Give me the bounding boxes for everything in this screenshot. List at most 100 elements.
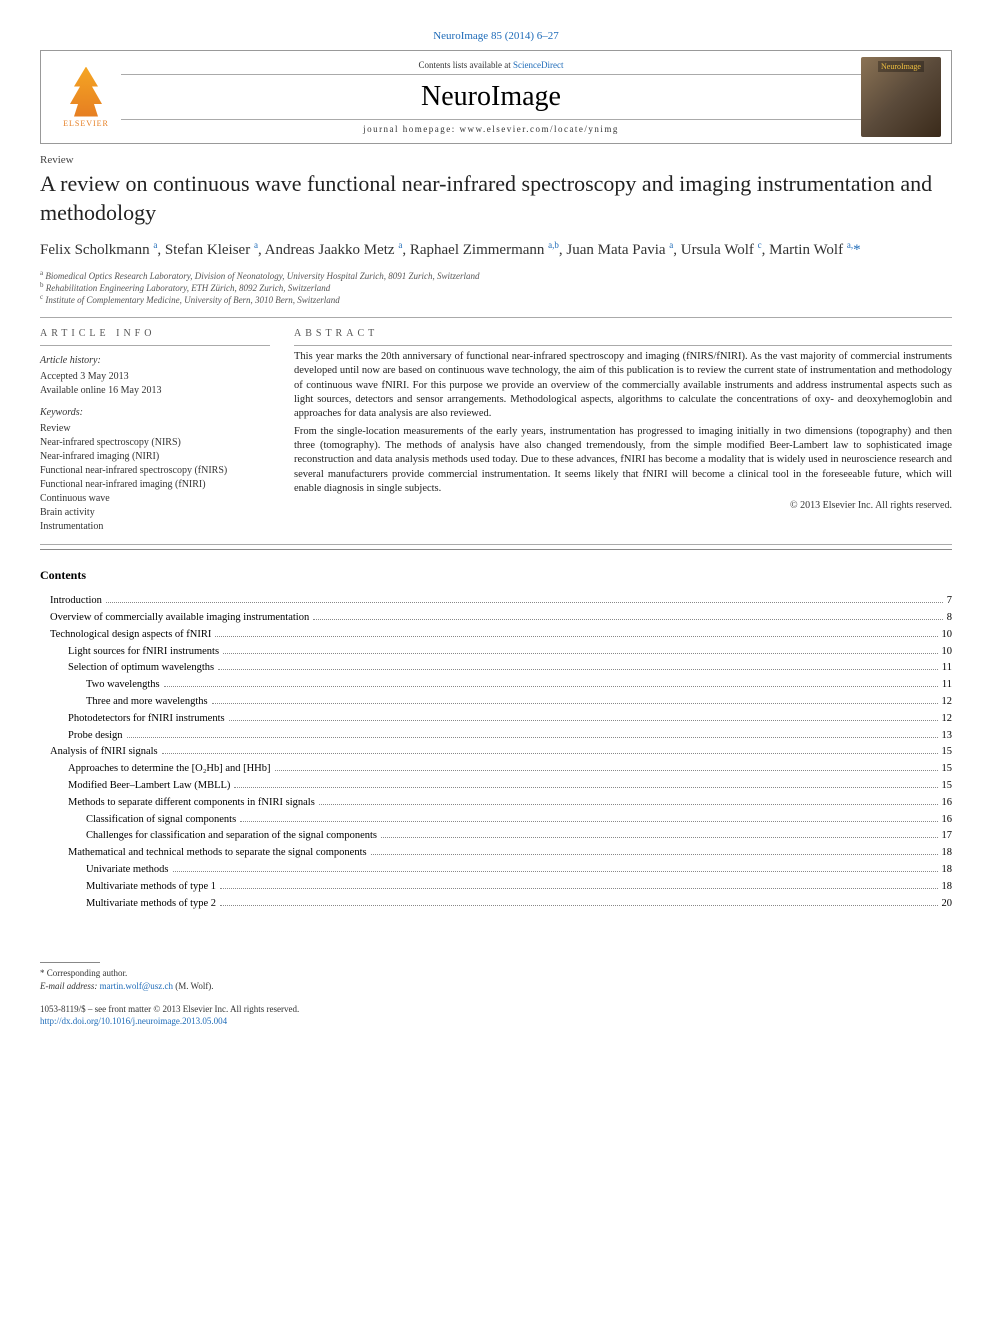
toc-row[interactable]: Multivariate methods of type 118 [40, 879, 952, 896]
toc-row[interactable]: Introduction7 [40, 593, 952, 610]
sciencedirect-link[interactable]: ScienceDirect [513, 60, 563, 70]
article-info-block: Article history: Accepted 3 May 2013 Ava… [40, 354, 270, 534]
homepage-prefix: journal homepage: [363, 124, 459, 134]
toc-dots [164, 686, 938, 687]
publisher-name: ELSEVIER [63, 119, 109, 128]
toc-row[interactable]: Mathematical and technical methods to se… [40, 845, 952, 862]
toc-label: Mathematical and technical methods to se… [68, 845, 367, 862]
abstract-text: This year marks the 20th anniversary of … [294, 350, 952, 496]
affiliation: c Institute of Complementary Medicine, U… [40, 293, 952, 305]
keywords-heading: Keywords: [40, 406, 270, 420]
toc-dots [371, 854, 938, 855]
toc-row[interactable]: Light sources for fNIRI instruments10 [40, 644, 952, 661]
toc-row[interactable]: Classification of signal components16 [40, 812, 952, 829]
article-info-column: article info Article history: Accepted 3… [40, 328, 270, 534]
toc-row[interactable]: Analysis of fNIRI signals15 [40, 744, 952, 761]
keyword: Near-infrared spectroscopy (NIRS) [40, 436, 270, 450]
toc-label: Three and more wavelengths [86, 694, 208, 711]
toc-row[interactable]: Overview of commercially available imagi… [40, 610, 952, 627]
toc-row[interactable]: Challenges for classification and separa… [40, 828, 952, 845]
toc-dots [234, 787, 937, 788]
toc-dots [173, 871, 938, 872]
toc-dots [381, 837, 937, 838]
available-date: Available online 16 May 2013 [40, 384, 270, 398]
toc-label: Multivariate methods of type 2 [86, 896, 216, 913]
journal-name: NeuroImage [121, 81, 861, 113]
footnote-separator [40, 962, 100, 963]
toc-page: 18 [942, 845, 953, 862]
elsevier-tree-icon [66, 67, 106, 117]
toc-page: 16 [942, 795, 953, 812]
toc-page: 7 [947, 593, 952, 610]
email-suffix: (M. Wolf). [173, 981, 214, 991]
toc-row[interactable]: Modified Beer–Lambert Law (MBLL)15 [40, 778, 952, 795]
toc-page: 15 [942, 761, 953, 778]
toc-row[interactable]: Three and more wavelengths 12 [40, 694, 952, 711]
toc-label: Challenges for classification and separa… [86, 828, 377, 845]
toc-dots [215, 636, 937, 637]
toc-page: 10 [942, 627, 953, 644]
copyright: © 2013 Elsevier Inc. All rights reserved… [294, 500, 952, 511]
toc-dots [106, 602, 943, 603]
history-heading: Article history: [40, 354, 270, 368]
toc-page: 12 [942, 694, 953, 711]
abstract-paragraph: From the single-location measurements of… [294, 425, 952, 496]
corresponding-text: * Corresponding author. [40, 968, 127, 978]
toc-label: Analysis of fNIRI signals [50, 744, 158, 761]
keyword: Continuous wave [40, 492, 270, 506]
email-link[interactable]: martin.wolf@usz.ch [100, 981, 173, 991]
toc-label: Overview of commercially available imagi… [50, 610, 309, 627]
article-type: Review [40, 154, 952, 166]
toc-row[interactable]: Selection of optimum wavelengths11 [40, 660, 952, 677]
header-divider-top [121, 74, 861, 75]
contents-heading: Contents [40, 568, 952, 583]
keyword: Instrumentation [40, 520, 270, 534]
toc-page: 17 [942, 828, 953, 845]
abstract-paragraph: This year marks the 20th anniversary of … [294, 350, 952, 421]
toc-dots [319, 804, 938, 805]
citation-link[interactable]: NeuroImage 85 (2014) 6–27 [433, 30, 559, 42]
toc-dots [275, 770, 938, 771]
toc-page: 8 [947, 610, 952, 627]
toc-label: Selection of optimum wavelengths [68, 660, 214, 677]
info-divider [40, 345, 270, 346]
toc-page: 20 [942, 896, 953, 913]
toc-row[interactable]: Two wavelengths 11 [40, 677, 952, 694]
toc-label: Technological design aspects of fNIRI [50, 627, 211, 644]
toc-row[interactable]: Univariate methods18 [40, 862, 952, 879]
toc-label: Univariate methods [86, 862, 169, 879]
keyword: Review [40, 422, 270, 436]
toc-dots [313, 619, 943, 620]
email-label: E-mail address: [40, 981, 100, 991]
doi-link[interactable]: http://dx.doi.org/10.1016/j.neuroimage.2… [40, 1016, 227, 1026]
affiliations: a Biomedical Optics Research Laboratory,… [40, 269, 952, 305]
abstract-divider [294, 345, 952, 346]
header-divider-bottom [121, 119, 861, 120]
keyword: Functional near-infrared spectroscopy (f… [40, 464, 270, 478]
toc-dots [220, 888, 937, 889]
table-of-contents: Introduction7Overview of commercially av… [40, 593, 952, 912]
toc-row[interactable]: Approaches to determine the [O₂Hb] and [… [40, 761, 952, 778]
divider-above-info [40, 317, 952, 318]
corresponding-author-note: * Corresponding author. E-mail address: … [40, 967, 952, 992]
affiliation: b Rehabilitation Engineering Laboratory,… [40, 281, 952, 293]
keyword: Functional near-infrared imaging (fNIRI) [40, 478, 270, 492]
toc-row[interactable]: Probe design13 [40, 728, 952, 745]
abstract-column: abstract This year marks the 20th annive… [294, 328, 952, 534]
authors: Felix Scholkmann a, Stefan Kleiser a, An… [40, 239, 952, 261]
article-info-heading: article info [40, 328, 270, 339]
toc-row[interactable]: Multivariate methods of type 2 20 [40, 896, 952, 913]
abstract-heading: abstract [294, 328, 952, 339]
toc-page: 10 [942, 644, 953, 661]
toc-page: 11 [942, 677, 952, 694]
article-title: A review on continuous wave functional n… [40, 170, 952, 227]
toc-label: Two wavelengths [86, 677, 160, 694]
toc-label: Methods to separate different components… [68, 795, 315, 812]
info-abstract-row: article info Article history: Accepted 3… [40, 328, 952, 534]
toc-row[interactable]: Technological design aspects of fNIRI 10 [40, 627, 952, 644]
toc-page: 18 [942, 879, 953, 896]
toc-row[interactable]: Photodetectors for fNIRI instruments12 [40, 711, 952, 728]
toc-row[interactable]: Methods to separate different components… [40, 795, 952, 812]
header-citation: NeuroImage 85 (2014) 6–27 [40, 30, 952, 42]
toc-dots [223, 653, 937, 654]
